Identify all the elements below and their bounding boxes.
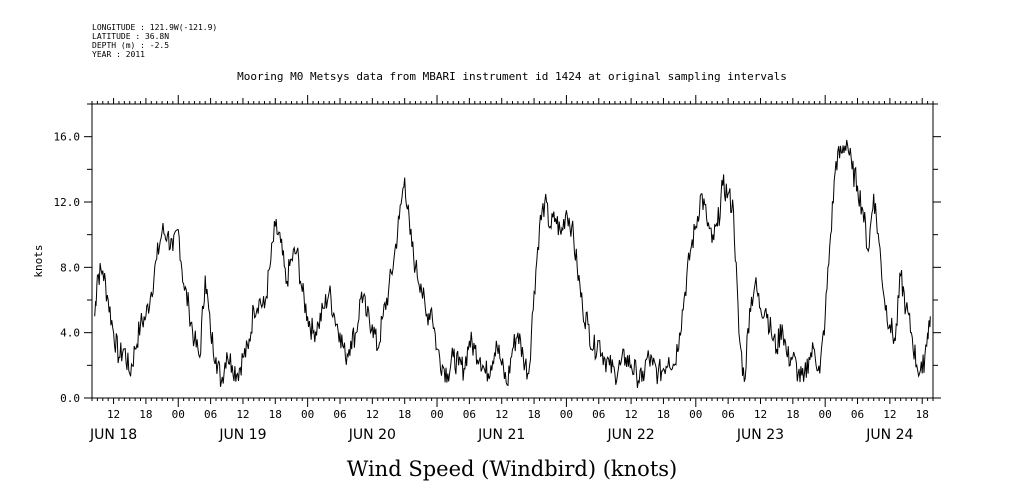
x-tick-label: 06 <box>463 408 476 421</box>
x-tick-label: 12 <box>236 408 249 421</box>
series-layer <box>94 139 931 388</box>
y-tick-label: 16.0 <box>54 131 81 144</box>
x-day-label: JUN 21 <box>477 427 525 443</box>
x-tick-label: 12 <box>495 408 508 421</box>
meta-year: YEAR : 2011 <box>92 50 145 59</box>
x-tick-label: 06 <box>722 408 735 421</box>
x-tick-label: 18 <box>139 408 152 421</box>
x-tick-label: 18 <box>269 408 282 421</box>
x-tick-label: 12 <box>883 408 896 421</box>
x-tick-label: 06 <box>851 408 864 421</box>
x-tick-label: 00 <box>172 408 185 421</box>
y-tick-label: 4.0 <box>60 327 80 340</box>
mooring-metadata: LONGITUDE : 121.9W(-121.9) LATITUDE : 36… <box>92 23 217 59</box>
x-tick-label: 18 <box>527 408 540 421</box>
meta-latitude: LATITUDE : 36.8N <box>92 32 169 41</box>
x-tick-label: 00 <box>689 408 702 421</box>
x-tick-label: 18 <box>398 408 411 421</box>
x-axis-label: Wind Speed (Windbird) (knots) <box>347 457 677 481</box>
x-tick-label: 00 <box>301 408 314 421</box>
x-tick-label: 00 <box>430 408 443 421</box>
x-axis-ticks: 12 18 00 06 12 18 00 06 12 18 00 06 12 18 00 06 12 18 00 06… <box>89 95 934 443</box>
y-tick-label: 0.0 <box>60 392 80 405</box>
x-day-label: JUN 18 <box>89 427 137 443</box>
x-tick-label: 00 <box>560 408 573 421</box>
plot-frame <box>91 103 934 399</box>
x-tick-label: 06 <box>333 408 346 421</box>
x-tick-label: 18 <box>786 408 799 421</box>
x-tick-label: 18 <box>657 408 670 421</box>
x-day-label: JUN 19 <box>218 427 266 443</box>
x-tick-label: 12 <box>366 408 379 421</box>
x-tick-label: 06 <box>592 408 605 421</box>
x-tick-label: 00 <box>819 408 832 421</box>
x-day-label: JUN 23 <box>736 427 784 443</box>
meta-longitude: LONGITUDE : 121.9W(-121.9) <box>92 23 217 32</box>
x-tick-label: 06 <box>204 408 217 421</box>
meta-depth: DEPTH (m) : -2.5 <box>92 41 169 50</box>
y-axis-ticks: 0.0 4.0 8.0 12.0 16.0 <box>54 103 941 405</box>
y-tick-label: 12.0 <box>54 196 81 209</box>
chart-title: Mooring M0 Metsys data from MBARI instru… <box>237 70 787 83</box>
x-tick-label: 12 <box>754 408 767 421</box>
y-axis-label: knots <box>32 244 45 277</box>
x-tick-label: 12 <box>624 408 637 421</box>
series-line-0 <box>94 139 931 388</box>
y-tick-label: 8.0 <box>60 261 80 274</box>
x-day-label: JUN 20 <box>348 427 396 443</box>
x-tick-label: 12 <box>107 408 120 421</box>
x-day-label: JUN 22 <box>607 427 655 443</box>
x-tick-label: 18 <box>916 408 929 421</box>
x-day-label: JUN 24 <box>865 427 913 443</box>
